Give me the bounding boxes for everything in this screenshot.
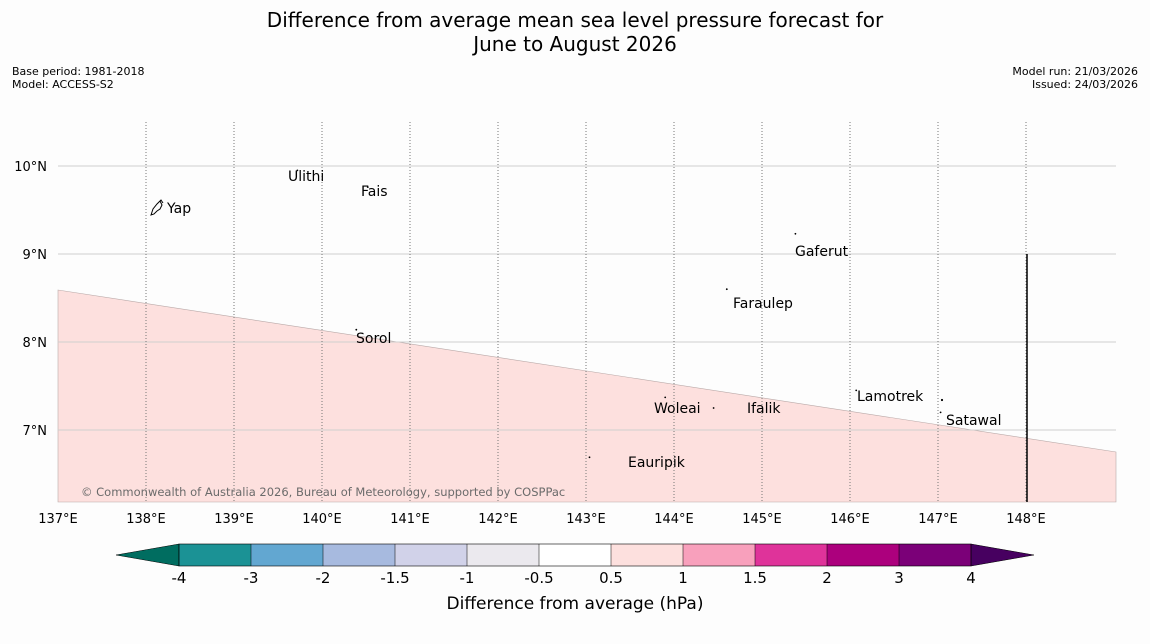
island-dots — [296, 169, 944, 459]
lon-label-140e: 140°E — [302, 512, 342, 527]
lon-label-139e: 139°E — [214, 512, 254, 527]
colorbar-segment — [179, 544, 252, 566]
island-dot-gaferut — [794, 232, 797, 235]
lat-label-10n: 10°N — [14, 160, 47, 175]
place-labels: Yap Ulithi Fais Gaferut Faraulep Sorol L… — [166, 169, 1001, 471]
lon-label-144e: 144°E — [654, 512, 694, 527]
colorbar-segment — [395, 544, 468, 566]
title-line-2: June to August 2026 — [473, 32, 677, 56]
colorbar-tick-label: -0.5 — [524, 569, 553, 587]
latitude-labels: 10°N 9°N 8°N 7°N — [14, 160, 47, 439]
copyright-text: © Commonwealth of Australia 2026, Bureau… — [81, 485, 565, 499]
colorbar-tick-label: 3 — [894, 569, 904, 587]
model-run-text: Model run: 21/03/2026 — [1012, 65, 1138, 78]
colorbar-segment — [827, 544, 900, 566]
lon-label-146e: 146°E — [830, 512, 870, 527]
colorbar-tick-labels: -4 -3 -2 -1.5 -1 -0.5 0.5 1 1.5 2 3 4 — [172, 544, 976, 587]
colorbar-tick-label: -4 — [172, 569, 187, 587]
lon-label-137e: 137°E — [38, 512, 78, 527]
colorbar-tick-label: -1.5 — [380, 569, 409, 587]
colorbar-tick-label: 4 — [966, 569, 976, 587]
lon-label-143e: 143°E — [566, 512, 606, 527]
run-info: Model run: 21/03/2026 Issued: 24/03/2026 — [1012, 65, 1138, 91]
colorbar-segment — [251, 544, 324, 566]
colorbar-segment — [539, 544, 612, 566]
colorbar-tick-label: 1.5 — [743, 569, 767, 587]
island-dot-fais — [366, 186, 369, 189]
colorbar-tick-label: -2 — [316, 569, 331, 587]
island-dot-faraulep — [725, 288, 728, 291]
island-dot-ulithi — [296, 169, 299, 172]
island-dot-ifalik — [712, 407, 715, 409]
island-dot-woleai — [664, 396, 667, 399]
lon-label-147e: 147°E — [918, 512, 958, 527]
colorbar: -4 -3 -2 -1.5 -1 -0.5 0.5 1 1.5 2 3 4 — [115, 543, 1035, 587]
colorbar-segment — [899, 544, 972, 566]
place-label-gaferut: Gaferut — [795, 244, 849, 260]
longitude-gridlines — [145, 122, 1027, 502]
colorbar-segments — [179, 544, 972, 566]
colorbar-segment — [611, 544, 684, 566]
base-period-text: Base period: 1981-2018 — [12, 65, 145, 78]
island-dot-lamotrek — [855, 389, 858, 392]
lon-label-148e: 148°E — [1006, 512, 1046, 527]
colorbar-segment — [755, 544, 828, 566]
colorbar-tick-label: 1 — [678, 569, 688, 587]
island-dot-eauripik — [588, 456, 591, 459]
place-label-sorol: Sorol — [356, 331, 391, 347]
colorbar-over-arrow — [970, 543, 1035, 567]
colorbar-segment — [323, 544, 396, 566]
place-label-ifalik: Ifalik — [747, 401, 781, 417]
colorbar-segment — [683, 544, 756, 566]
place-label-fais: Fais — [361, 184, 388, 200]
place-label-satawal: Satawal — [946, 413, 1001, 429]
colorbar-under-arrow — [115, 543, 180, 567]
model-info: Base period: 1981-2018 Model: ACCESS-S2 — [12, 65, 144, 91]
place-label-yap: Yap — [166, 201, 191, 217]
colorbar-tick-label: 0.5 — [599, 569, 623, 587]
longitude-labels: 137°E 138°E 139°E 140°E 141°E 142°E 143°… — [38, 512, 1046, 527]
lon-label-145e: 145°E — [742, 512, 782, 527]
lon-label-138e: 138°E — [126, 512, 166, 527]
colorbar-tick-label: 2 — [822, 569, 832, 587]
title-line-1: Difference from average mean sea level p… — [266, 8, 884, 32]
colorbar-segment — [467, 544, 540, 566]
island-dot-sorol — [355, 328, 358, 331]
model-name-text: Model: ACCESS-S2 — [12, 78, 114, 91]
pressure-anomaly-band — [57, 289, 1117, 503]
lat-label-9n: 9°N — [23, 248, 48, 263]
place-label-eauripik: Eauripik — [628, 455, 686, 471]
island-dot-satawal — [939, 411, 942, 414]
colorbar-tick-label: -3 — [244, 569, 259, 587]
lon-label-142e: 142°E — [478, 512, 518, 527]
colorbar-title: Difference from average (hPa) — [447, 594, 704, 614]
lat-label-8n: 8°N — [23, 336, 48, 351]
place-label-woleai: Woleai — [654, 401, 701, 417]
place-label-faraulep: Faraulep — [733, 296, 793, 312]
place-label-ulithi: Ulithi — [288, 169, 324, 185]
lon-label-141e: 141°E — [390, 512, 430, 527]
colorbar-tick-label: -1 — [460, 569, 475, 587]
place-label-lamotrek: Lamotrek — [857, 389, 924, 405]
yap-island-shape — [150, 199, 164, 216]
island-dot-unnamed — [940, 398, 944, 402]
lat-label-7n: 7°N — [23, 424, 48, 439]
map-title: Difference from average mean sea level p… — [0, 8, 1150, 56]
issued-text: Issued: 24/03/2026 — [1031, 78, 1138, 91]
